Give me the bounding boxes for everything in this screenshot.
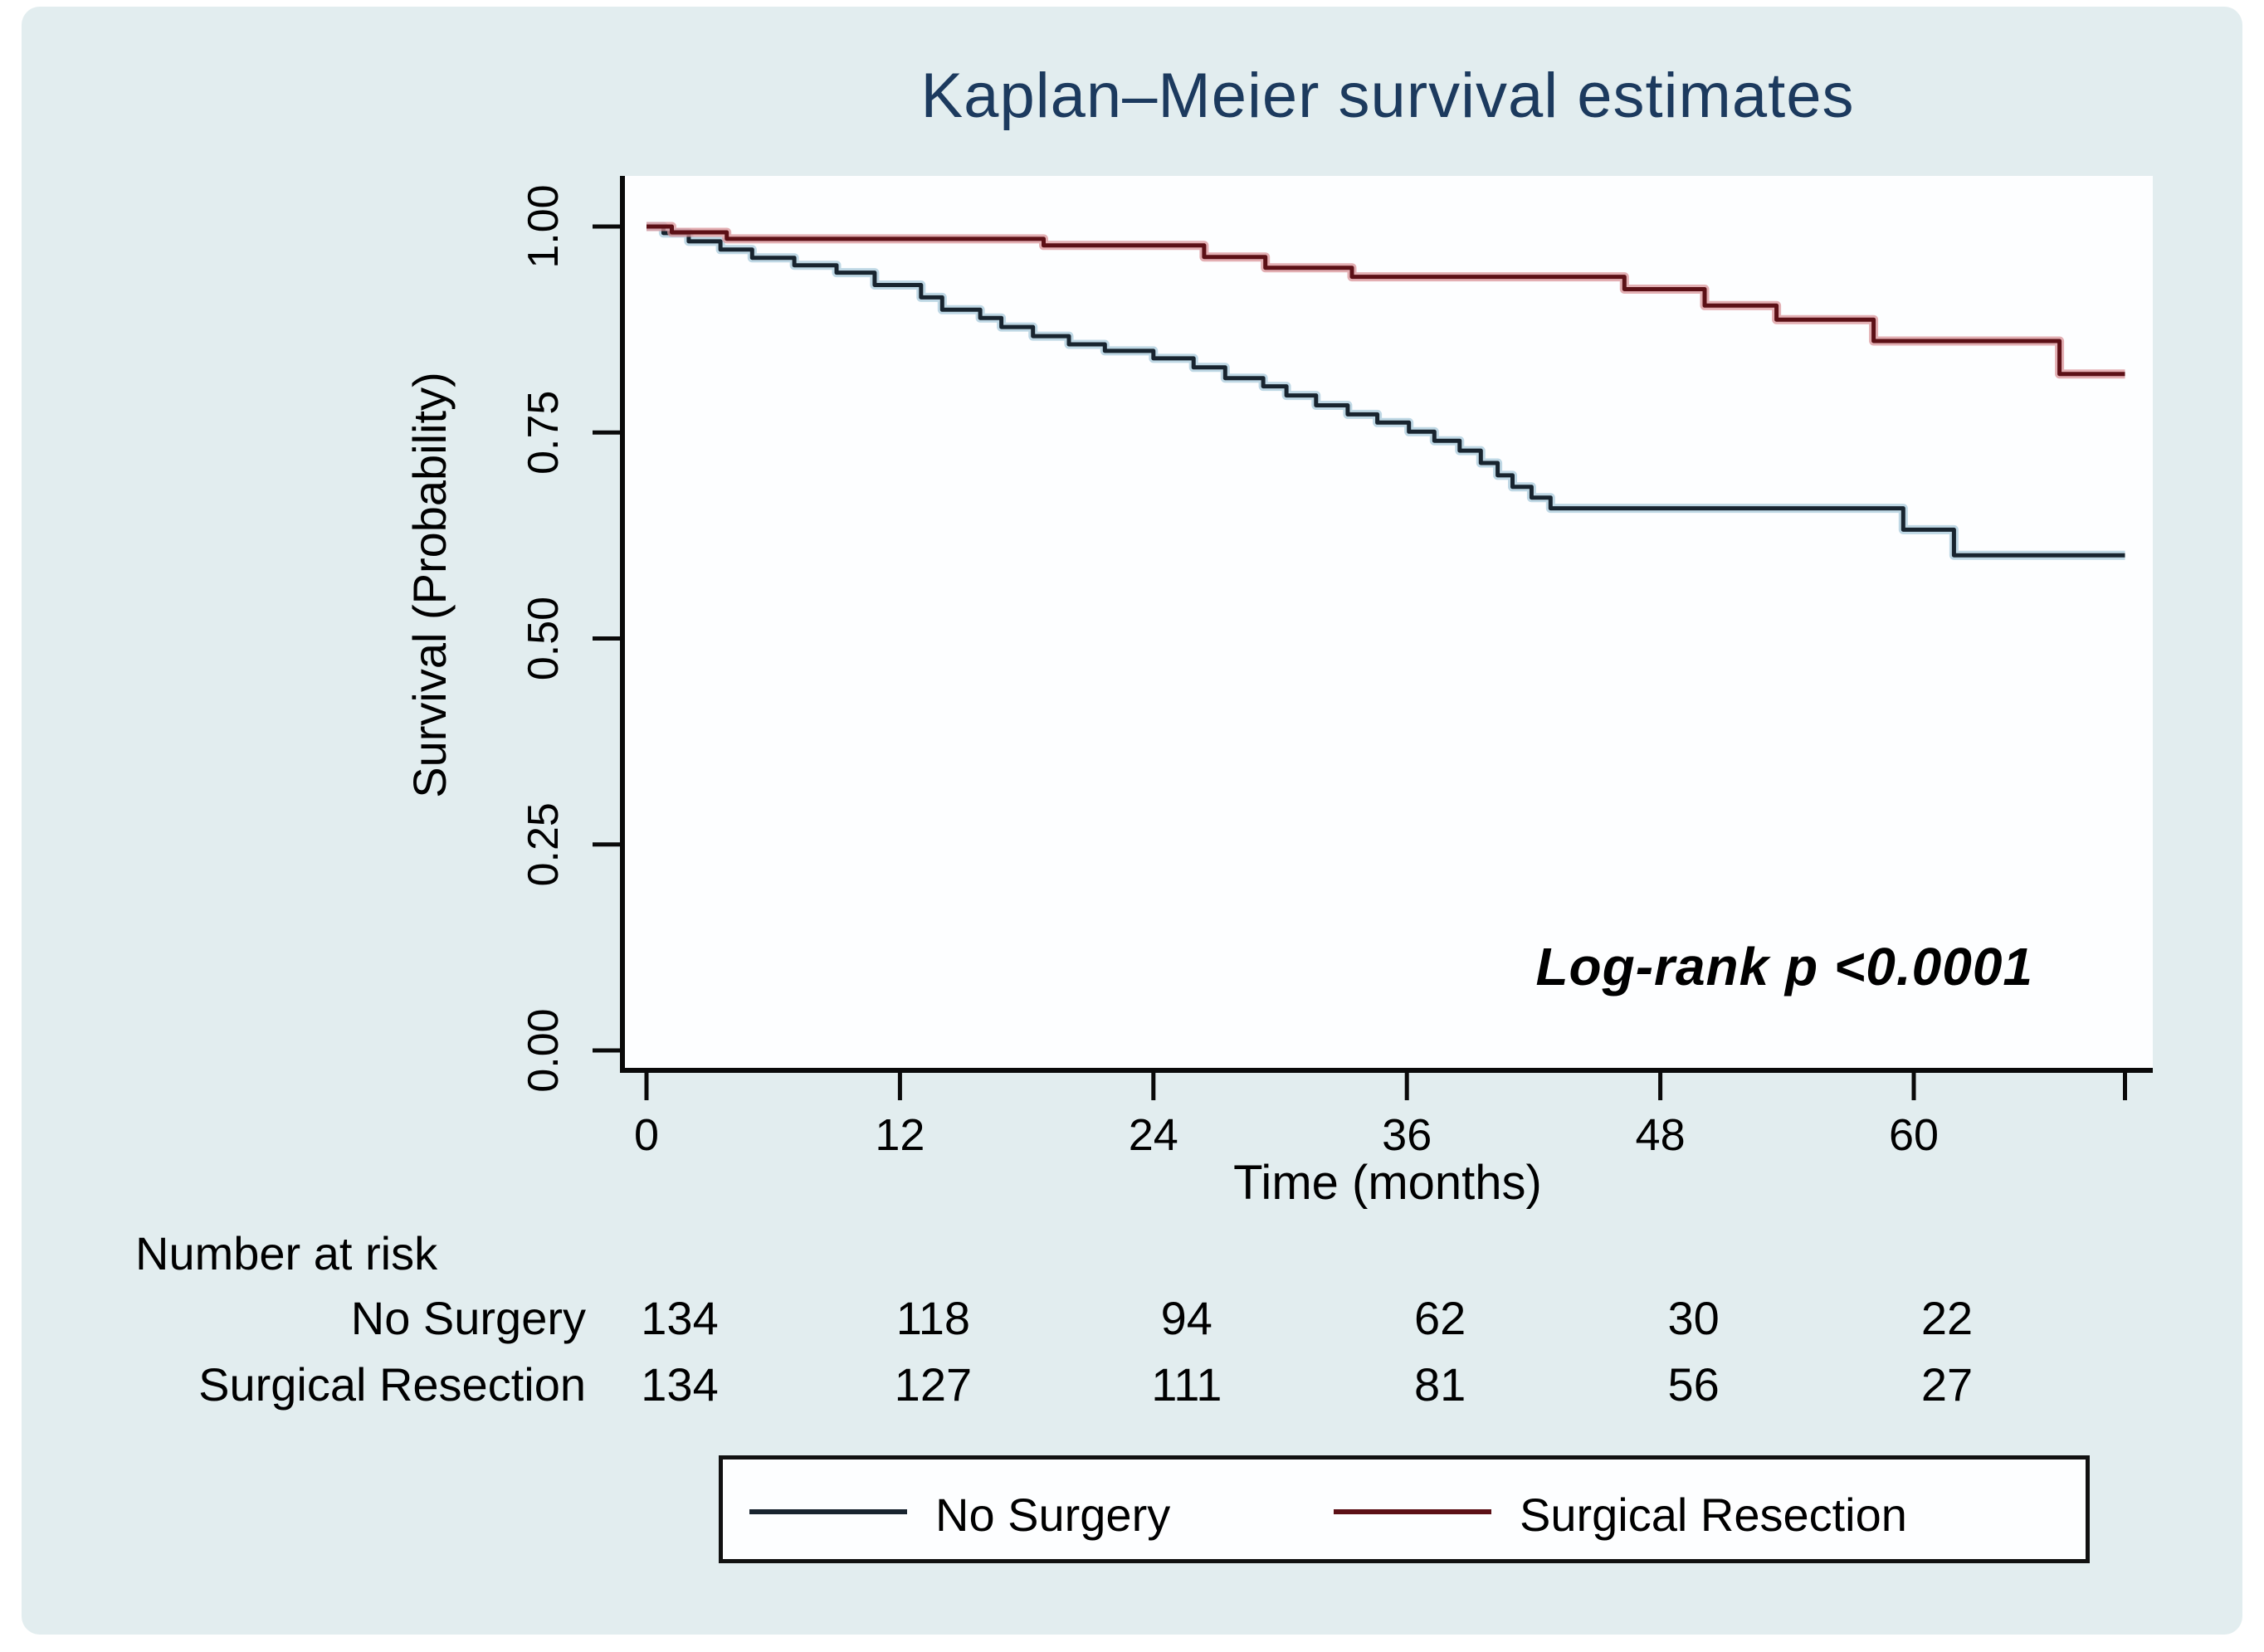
x-tick-label: 12	[875, 1110, 925, 1160]
y-tick-label: 1.00	[520, 184, 568, 268]
legend-line-surgical-resection	[1334, 1509, 1491, 1514]
survival-curve-no-surgery	[647, 224, 2125, 558]
risk-value: 127	[894, 1358, 973, 1411]
risk-value: 56	[1667, 1358, 1720, 1411]
risk-value: 62	[1414, 1292, 1466, 1344]
y-tick-label: 0.00	[520, 1008, 568, 1092]
x-tick-label: 48	[1636, 1110, 1686, 1160]
x-tick-label: 24	[1129, 1110, 1178, 1160]
axis-lines	[620, 176, 2153, 1073]
x-tick-label: 0	[634, 1110, 659, 1160]
risk-row-label-surgical-resection: Surgical Resection	[198, 1358, 586, 1411]
risk-value: 118	[895, 1292, 971, 1344]
risk-value: 111	[1151, 1358, 1222, 1411]
x-tick-label: 36	[1382, 1110, 1432, 1160]
x-tick-label: 60	[1889, 1110, 1939, 1160]
y-tick-label: 0.25	[520, 802, 568, 886]
risk-table-header: Number at risk	[135, 1227, 438, 1279]
chart-title: Kaplan–Meier survival estimates	[920, 61, 1855, 131]
legend-box: No Surgery Surgical Resection	[719, 1455, 2090, 1563]
risk-row-label-no-surgery: No Surgery	[350, 1292, 586, 1344]
risk-value: 134	[641, 1358, 719, 1411]
survival-curve-surgical-resection	[647, 224, 2125, 377]
logrank-annotation: Log-rank p <0.0001	[1535, 937, 2033, 997]
risk-value: 27	[1920, 1358, 1974, 1411]
legend-label-surgical-resection: Surgical Resection	[1520, 1489, 1907, 1541]
plot-area	[622, 176, 2153, 1070]
risk-value: 22	[1920, 1292, 1974, 1344]
y-axis-title: Survival (Probability)	[403, 372, 456, 798]
y-tick-label: 0.75	[520, 391, 568, 475]
risk-value: 81	[1414, 1358, 1466, 1411]
x-axis-title: Time (months)	[1233, 1156, 1542, 1210]
risk-value: 94	[1160, 1292, 1213, 1344]
risk-value: 30	[1667, 1292, 1720, 1344]
y-tick-label: 0.50	[520, 597, 568, 680]
legend-line-no-surgery	[749, 1509, 907, 1514]
risk-value: 134	[641, 1292, 719, 1344]
legend-label-no-surgery: No Surgery	[935, 1489, 1171, 1541]
